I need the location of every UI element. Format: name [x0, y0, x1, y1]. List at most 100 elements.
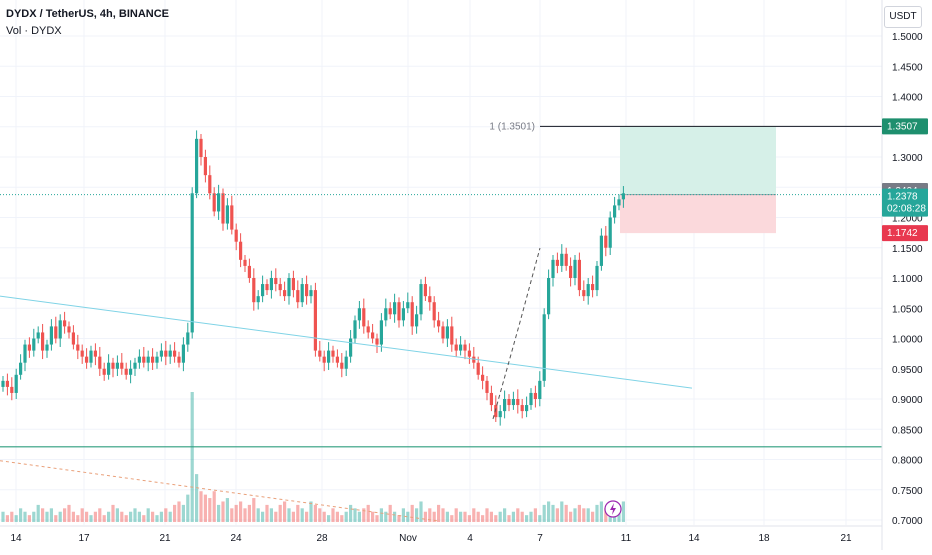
- candle-body: [265, 284, 269, 291]
- volume-bar: [14, 515, 18, 522]
- candle-body: [173, 350, 177, 357]
- candle-body: [428, 296, 432, 303]
- loss-zone[interactable]: [620, 194, 776, 234]
- candle-body: [199, 138, 203, 157]
- time-tick-label: 28: [316, 533, 328, 544]
- volume-bar: [291, 511, 295, 522]
- volume-bar: [115, 508, 119, 522]
- volume-bar: [467, 515, 471, 522]
- volume-bar: [102, 515, 106, 522]
- candle-body: [269, 278, 273, 291]
- target-price-tag[interactable]: 1.3507: [882, 118, 928, 135]
- volume-bar: [463, 511, 467, 522]
- candle-body: [393, 302, 397, 315]
- candle-body: [577, 259, 581, 291]
- volume-bar: [32, 511, 36, 522]
- candle-body: [221, 193, 225, 224]
- candle-body: [463, 344, 467, 351]
- volume-bar: [71, 511, 75, 522]
- flash-event-icon[interactable]: [604, 500, 622, 518]
- candle-body: [115, 362, 119, 369]
- volume-bar: [503, 508, 507, 522]
- volume-bar: [177, 501, 181, 522]
- trend-line[interactable]: [0, 295, 693, 389]
- volume-bar: [146, 508, 150, 522]
- volume-trend-line[interactable]: [0, 460, 441, 522]
- volume-bar: [124, 515, 128, 522]
- volume-bar: [247, 504, 251, 522]
- volume-bar: [164, 508, 168, 522]
- candle-body: [67, 326, 71, 333]
- candle-body: [621, 193, 625, 200]
- candle-body: [76, 344, 80, 351]
- candle-body: [32, 338, 36, 351]
- candle-body: [208, 175, 212, 194]
- candle-body: [520, 405, 524, 412]
- volume-bar: [476, 511, 480, 522]
- volume-bar: [494, 515, 498, 522]
- volume-bar: [309, 501, 313, 522]
- volume-bar: [89, 515, 93, 522]
- candle-body: [5, 380, 9, 387]
- volume-bar: [349, 504, 353, 522]
- drawings: 1 (1.3501): [0, 121, 882, 522]
- candle-body: [397, 302, 401, 321]
- candle-body: [547, 278, 551, 315]
- volume-bar: [283, 501, 287, 522]
- candle-body: [564, 253, 568, 266]
- volume-bar: [203, 494, 207, 522]
- volume-bar: [181, 504, 185, 522]
- volume-bar: [371, 511, 375, 522]
- price-tick-label: 0.7000: [892, 516, 923, 527]
- candle-body: [507, 399, 511, 406]
- candle-body: [322, 356, 326, 363]
- candle-body: [54, 326, 58, 339]
- price-tick-label: 1.4500: [892, 62, 923, 73]
- candle-body: [71, 332, 75, 345]
- candle-body: [261, 284, 265, 297]
- stop-price-tag-text: 1.1742: [887, 228, 918, 239]
- volume-bar: [221, 501, 225, 522]
- volume-legend[interactable]: Vol · DYDX: [6, 25, 62, 37]
- volume-bar: [58, 511, 62, 522]
- candle-body: [353, 320, 357, 339]
- volume-bar: [107, 511, 111, 522]
- candle-body: [27, 344, 31, 351]
- volume-bar: [49, 508, 53, 522]
- time-tick-label: 11: [621, 533, 632, 544]
- profit-zone[interactable]: [620, 126, 776, 195]
- candle-body: [410, 302, 414, 327]
- candle-body: [58, 320, 62, 339]
- volume-bar: [85, 511, 89, 522]
- candle-body: [344, 356, 348, 369]
- candle-body: [494, 405, 498, 418]
- volume-bar: [261, 511, 265, 522]
- symbol-legend[interactable]: DYDX / TetherUS, 4h, BINANCE: [6, 8, 169, 20]
- candle-body: [327, 350, 331, 363]
- candle-body: [164, 350, 168, 357]
- candle-body: [168, 350, 172, 357]
- currency-button[interactable]: USDT: [884, 6, 922, 28]
- volume-bar: [437, 504, 441, 522]
- time-tick-label: 14: [688, 533, 700, 544]
- volume-bar: [234, 504, 238, 522]
- volume-bar: [243, 508, 247, 522]
- volume-bar: [252, 498, 256, 522]
- stop-price-tag[interactable]: 1.1742: [882, 225, 928, 242]
- volume-bar: [533, 508, 537, 522]
- volume-bar: [195, 474, 199, 522]
- candle-body: [89, 350, 93, 363]
- time-tick-label: 17: [78, 533, 90, 544]
- projection-path[interactable]: [492, 247, 541, 420]
- volume-bar: [159, 511, 163, 522]
- candle-body: [485, 380, 489, 393]
- candles: [1, 130, 625, 426]
- candle-body: [335, 356, 339, 363]
- volume-bar: [186, 494, 190, 522]
- volume-bar: [173, 504, 177, 522]
- candle-body: [247, 265, 251, 278]
- volume-bar: [111, 504, 115, 522]
